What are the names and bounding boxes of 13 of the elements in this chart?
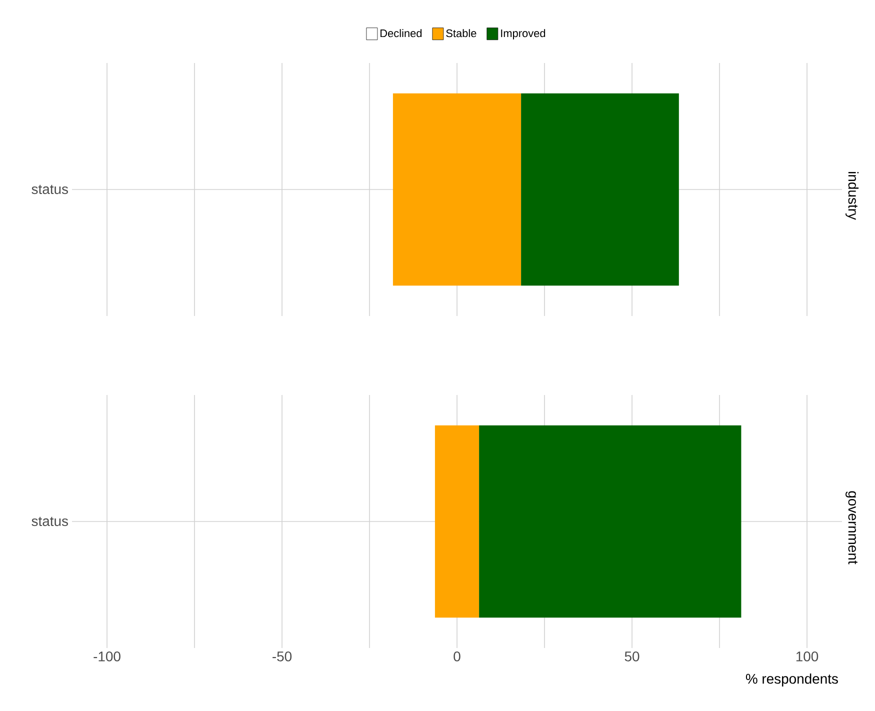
legend-label: Improved — [501, 29, 546, 40]
y-tick-label: status — [32, 184, 68, 194]
legend-label: Stable — [446, 29, 476, 38]
y-tick-label: status — [32, 516, 68, 526]
x-tick-label: 100 — [796, 651, 818, 662]
x-tick-label: -100 — [94, 651, 120, 662]
legend-label: Declined — [380, 29, 422, 38]
text: industry — [846, 172, 859, 220]
text: government — [846, 491, 858, 564]
x-tick-label: -50 — [272, 651, 292, 662]
x-tick-label: 0 — [454, 651, 460, 662]
x-tick-label: 50 — [624, 651, 640, 662]
x-axis-title: % respondents — [746, 674, 838, 687]
